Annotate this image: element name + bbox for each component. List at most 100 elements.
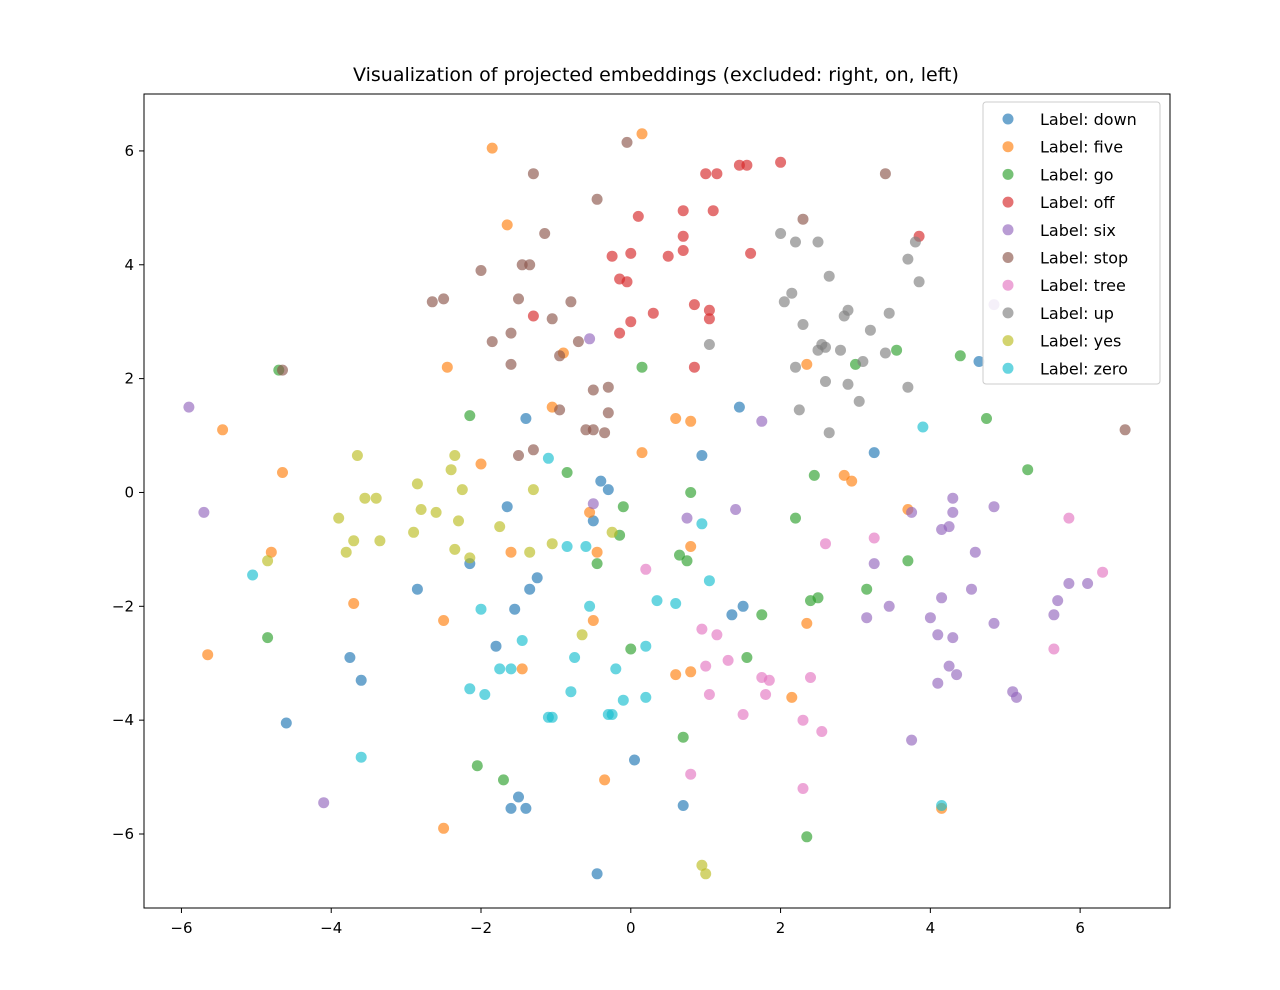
data-point (546, 711, 558, 723)
data-point (733, 401, 745, 413)
data-point (456, 484, 468, 496)
legend-label: Label: yes (1040, 332, 1121, 351)
data-point (602, 709, 614, 720)
data-point (969, 546, 981, 558)
data-point (703, 689, 715, 700)
data-point (370, 492, 382, 504)
data-point (906, 506, 918, 518)
data-point (1011, 691, 1022, 703)
series-9 (247, 421, 948, 811)
data-point (775, 156, 787, 168)
data-point (527, 444, 539, 456)
legend-marker (1002, 113, 1014, 125)
series-5 (277, 136, 1131, 461)
data-point (737, 600, 749, 612)
data-point (1022, 464, 1034, 476)
data-point (790, 512, 801, 524)
data-point (527, 484, 539, 496)
data-point (576, 629, 588, 641)
data-point (415, 504, 427, 515)
data-point (902, 253, 914, 265)
data-point (726, 609, 738, 621)
data-point (883, 307, 895, 319)
data-point (636, 361, 648, 373)
data-point (449, 543, 461, 555)
data-point (677, 245, 689, 256)
x-tick-label: −4 (320, 919, 342, 937)
data-point (505, 802, 517, 814)
data-point (820, 538, 831, 550)
data-point (902, 381, 914, 393)
y-tick-label: −6 (112, 825, 134, 843)
legend-label: Label: off (1040, 193, 1115, 212)
data-point (569, 652, 581, 663)
data-point (988, 617, 1000, 629)
legend-item: Label: down (1002, 110, 1137, 129)
data-point (696, 450, 708, 461)
data-point (647, 307, 659, 319)
legend-box (982, 101, 1161, 385)
data-point (280, 717, 292, 729)
data-point (344, 652, 356, 663)
data-point (617, 501, 629, 513)
data-point (674, 549, 685, 561)
data-point (591, 868, 603, 880)
x-tick-label: −2 (470, 919, 492, 937)
data-point (453, 515, 464, 527)
data-point (973, 356, 985, 367)
data-point (741, 652, 753, 663)
legend-item: Label: five (1002, 138, 1123, 157)
data-point (801, 831, 813, 843)
data-point (966, 583, 977, 595)
data-point (542, 452, 554, 464)
data-point (947, 492, 959, 504)
data-point (333, 512, 345, 524)
legend-marker (1002, 196, 1014, 208)
data-point (685, 768, 697, 780)
legend-marker (1002, 279, 1014, 291)
data-point (842, 378, 854, 390)
data-point (546, 538, 558, 550)
data-point (591, 193, 603, 205)
data-point (947, 632, 959, 644)
data-point (513, 293, 524, 305)
data-point (617, 694, 629, 706)
data-point (509, 603, 521, 615)
data-point (700, 168, 712, 180)
series-7 (703, 228, 925, 439)
data-point (816, 726, 828, 737)
data-point (1048, 643, 1060, 655)
data-point (584, 506, 596, 518)
data-point (359, 492, 371, 504)
data-point (408, 526, 420, 538)
data-point (464, 683, 476, 695)
x-tick-label: 6 (1075, 919, 1085, 937)
data-point (445, 464, 457, 476)
y-tick-label: 2 (124, 370, 134, 388)
data-point (513, 791, 524, 803)
data-point (805, 672, 816, 683)
legend-item: Label: tree (1002, 276, 1126, 295)
data-point (572, 336, 584, 348)
data-point (505, 546, 517, 558)
data-point (602, 484, 614, 496)
data-point (516, 663, 528, 675)
data-point (786, 691, 798, 703)
data-point (348, 598, 360, 609)
data-point (198, 506, 210, 518)
data-point (883, 600, 895, 612)
data-point (902, 555, 914, 567)
data-point (614, 327, 626, 339)
data-point (846, 475, 858, 487)
data-point (891, 344, 903, 356)
legend-label: Label: zero (1040, 359, 1128, 378)
data-point (636, 447, 648, 459)
data-point (632, 210, 644, 222)
data-point (737, 709, 749, 720)
data-point (621, 276, 633, 288)
data-point (700, 660, 712, 672)
data-point (1119, 424, 1131, 436)
data-point (677, 800, 689, 811)
data-point (340, 546, 352, 558)
